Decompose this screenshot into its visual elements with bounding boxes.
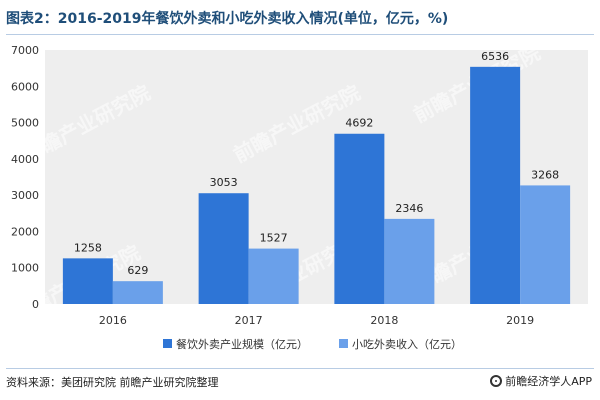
x-tick-label: 2016 <box>99 314 127 327</box>
legend-swatch <box>339 339 348 348</box>
bar <box>198 193 249 304</box>
bar-value-label: 1258 <box>74 241 102 254</box>
footer-divider <box>6 368 594 369</box>
bar-value-label: 3268 <box>531 168 559 181</box>
bar-value-label: 4692 <box>345 117 373 130</box>
title-divider <box>6 34 594 35</box>
legend-label: 小吃外卖收入（亿元） <box>352 337 462 351</box>
source-note: 资料来源：美团研究院 前瞻产业研究院整理 <box>6 376 219 389</box>
y-tick-label: 2000 <box>11 225 39 238</box>
y-tick-label: 5000 <box>11 117 39 130</box>
legend-label: 餐饮外卖产业规模（亿元） <box>176 337 308 351</box>
bar <box>62 258 113 304</box>
bar-chart: 前瞻产业研究院前瞻产业研究院前瞻产业研究院前瞻产业研究院前瞻产业研究院前瞻产业研… <box>11 44 588 351</box>
y-tick-label: 3000 <box>11 189 39 202</box>
x-tick-label: 2018 <box>370 314 398 327</box>
y-tick-label: 6000 <box>11 80 39 93</box>
bar-value-label: 3053 <box>210 176 238 189</box>
bar <box>112 281 163 304</box>
bar <box>384 218 435 304</box>
brand-label: 前瞻经济学人APP <box>505 375 592 388</box>
x-tick-label: 2019 <box>506 314 534 327</box>
x-tick-label: 2017 <box>235 314 263 327</box>
y-tick-label: 1000 <box>11 262 39 275</box>
bar-value-label: 1527 <box>260 232 288 245</box>
legend-swatch <box>163 339 172 348</box>
bar <box>248 248 299 304</box>
bar-value-label: 6536 <box>481 50 509 63</box>
bar <box>470 66 521 304</box>
brand-mark: 前瞻经济学人APP <box>490 373 592 389</box>
bar <box>334 133 385 304</box>
y-tick-label: 0 <box>32 298 39 311</box>
qianzhan-logo-icon <box>490 375 503 387</box>
chart-title: 图表2：2016-2019年餐饮外卖和小吃外卖收入情况(单位，亿元，%) <box>6 11 449 27</box>
y-tick-label: 7000 <box>11 44 39 57</box>
bar <box>520 185 571 304</box>
bar-value-label: 629 <box>127 264 148 277</box>
y-tick-label: 4000 <box>11 153 39 166</box>
bar-value-label: 2346 <box>395 202 423 215</box>
